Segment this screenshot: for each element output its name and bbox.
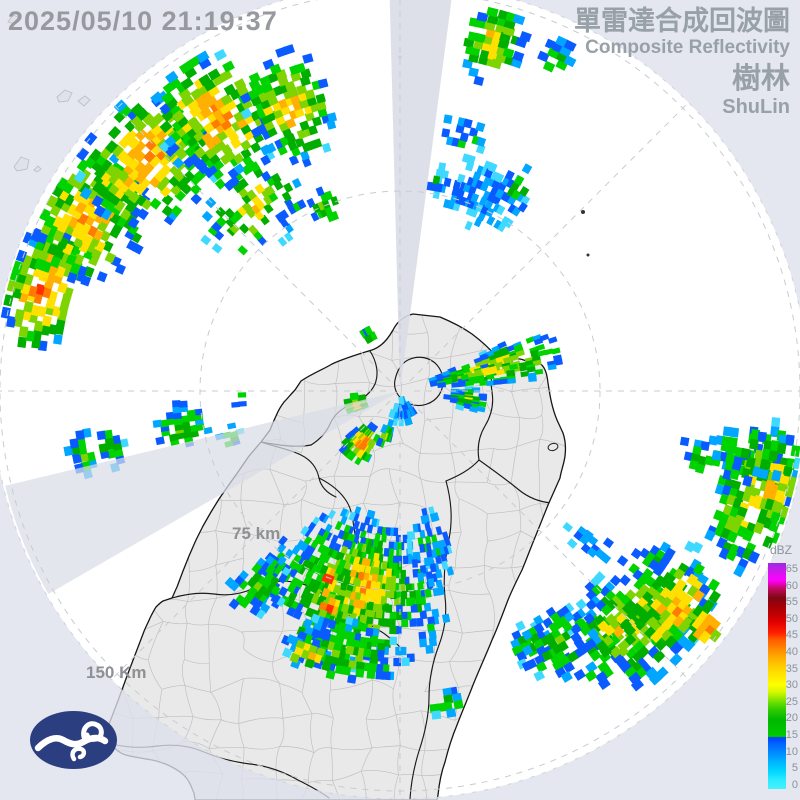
colorbar-tick: 5 [791,762,798,775]
colorbar-tick: 25 [785,695,798,708]
colorbar-tick: 30 [785,679,798,692]
colorbar-tick: 50 [785,612,798,625]
radar-echoes-layer [0,6,800,720]
colorbar-tick: 55 [785,596,798,609]
islet-dot [586,253,590,257]
islet-dot [581,210,585,214]
colorbar-tick: 45 [785,629,798,642]
blocked-sector-wedges [0,0,454,597]
colorbar-tick: 20 [785,712,798,725]
colorbar-tick: 0 [791,778,798,791]
colorbar-tick: 40 [785,646,798,658]
title-block: 單雷達合成回波圖 Composite Reflectivity 樹林 ShuLi… [574,4,790,118]
colorbar [768,563,786,789]
colorbar-tick: 15 [785,729,798,741]
guishan-island [547,442,559,452]
colorbar-tick: 65 [785,563,798,575]
colorbar-unit-label: dBZ [769,543,792,557]
station-name-en: ShuLin [722,96,790,118]
range-ring-label-150km: 150 Km [86,663,147,682]
product-title-en: Composite Reflectivity [585,37,790,58]
station-name-zh: 樹林 [731,63,790,95]
colorbar-tick: 10 [785,745,798,758]
product-title-zh: 單雷達合成回波圖 [574,6,790,36]
cwb-logo [30,711,117,769]
colorbar-tick: 35 [785,662,798,675]
colorbar-tick: 60 [785,579,798,592]
timestamp: 2025/05/10 21:19:37 [8,6,278,36]
range-ring-label-75km: 75 km [232,524,281,543]
